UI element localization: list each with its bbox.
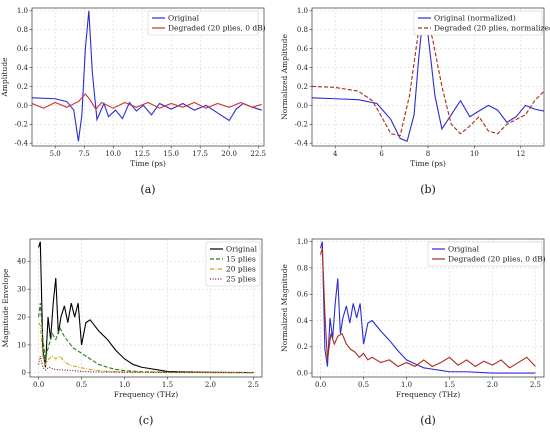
legend-entry: 25 plies	[226, 275, 256, 284]
series-line-2	[312, 12, 544, 137]
y-tick-label: 0.8	[297, 26, 308, 34]
x-axis-label: Frequency (THz)	[396, 390, 460, 399]
y-tick-label: 0.2	[297, 83, 308, 91]
x-tick-label: 1.0	[401, 381, 412, 389]
y-tick-label: 0.0	[17, 102, 28, 110]
y-tick-label: 0.0	[297, 369, 308, 377]
y-tick-label: 0.6	[297, 291, 309, 299]
panel-label: (d)	[420, 414, 436, 427]
y-axis-label: Normalized Magnitude	[280, 264, 289, 352]
x-tick-label: 22.5	[250, 150, 266, 158]
legend-entry: Original	[448, 245, 480, 254]
x-tick-label: 0.0	[33, 381, 44, 389]
panel-label: (c)	[139, 414, 154, 427]
x-tick-label: 15.0	[163, 150, 179, 158]
x-tick-label: 2.5	[530, 381, 541, 389]
panel-label: (a)	[140, 183, 155, 196]
grid	[32, 8, 264, 146]
x-tick-label: 1.5	[162, 381, 173, 389]
x-tick-label: 4	[333, 150, 338, 158]
chart-a: 5.0 7.5 10.0 12.5 15.0 17.5 20.0 22.5 -0.4 -0.2 0.…	[0, 7, 266, 196]
series-line-4	[38, 355, 254, 374]
series-line-2	[38, 303, 254, 374]
y-tick-label: 0.2	[297, 343, 308, 351]
y-tick-label: 0.8	[17, 26, 28, 34]
x-tick-label: 17.5	[192, 150, 208, 158]
y-tick-label: 0.4	[17, 64, 29, 72]
x-axis-label: Frequency (THz)	[114, 390, 178, 399]
y-tick-label: 0.6	[17, 45, 29, 53]
x-tick-label: 1.5	[444, 381, 455, 389]
x-tick-label: 12.5	[134, 150, 150, 158]
legend-entry: Degraded (20 plies, normalized)	[434, 24, 550, 33]
y-tick-label: 30	[17, 286, 26, 294]
chart-d: 0.0 0.5 1.0 1.5 2.0 2.50.00.20.40.60.81.0Freq…	[280, 238, 546, 427]
y-axis-label: Normalized Amplitude	[280, 34, 289, 120]
series-line-2	[320, 248, 536, 369]
x-tick-label: 5.0	[50, 150, 61, 158]
x-tick-label: 7.5	[79, 150, 90, 158]
legend: Original (normalized)Degraded (20 plies,…	[413, 10, 550, 36]
x-axis-label: Time (ps)	[130, 159, 166, 168]
y-tick-label: 20	[17, 313, 26, 321]
x-tick-label: 8	[426, 150, 430, 158]
chart-b: 4 6 8 10 12 -0.4 -0.2 0.0 0.2 0.4 0.6 0.8 1.0 Time (p…	[280, 7, 550, 196]
series-line-1	[312, 12, 544, 143]
y-tick-label: 0.8	[297, 264, 308, 272]
series-line-3	[38, 322, 254, 374]
legend-entry: 20 plies	[226, 265, 256, 274]
y-tick-label: 1.0	[17, 7, 28, 15]
y-tick-label: 1.0	[297, 238, 308, 246]
x-tick-label: 2.5	[248, 381, 259, 389]
y-tick-label: 1.0	[297, 7, 308, 15]
y-tick-label: 40	[17, 258, 26, 266]
y-tick-label: -0.4	[15, 140, 29, 148]
x-tick-label: 20.0	[221, 150, 237, 158]
y-axis-label: Amplitude	[0, 57, 9, 98]
y-tick-label: 0.4	[297, 64, 309, 72]
chart-c: 0.0 0.5 1.0 1.5 2.0 2.5 0 10 20 30 40 Frequency (TH…	[1, 238, 263, 427]
y-tick-label: 0	[22, 369, 26, 377]
plot-frame	[31, 7, 265, 147]
series-line-1	[32, 10, 262, 142]
legend-entry: Degraded (20 plies, 0 dB)	[168, 24, 266, 33]
x-tick-label: 2.0	[205, 381, 216, 389]
legend-entry: Original (normalized)	[434, 14, 516, 23]
y-tick-label: 10	[17, 341, 26, 349]
x-tick-label: 1.0	[119, 381, 130, 389]
y-tick-label: 0.4	[297, 317, 309, 325]
x-tick-label: 0.0	[315, 381, 326, 389]
legend-entry: Original	[226, 245, 258, 254]
x-axis-label: Time (ps)	[410, 159, 446, 168]
series-line-2	[32, 93, 262, 111]
y-axis-label: Magnitude Envelope	[1, 268, 10, 347]
legend-entry: Original	[168, 14, 200, 23]
legend-entry: 15 plies	[226, 255, 256, 264]
plot-frame	[311, 238, 545, 378]
y-tick-label: 0.2	[17, 83, 28, 91]
x-tick-label: 6	[379, 150, 384, 158]
y-tick-label: 0.0	[297, 102, 308, 110]
panel-label: (b)	[420, 183, 436, 196]
x-tick-label: 10.0	[105, 150, 121, 158]
x-tick-label: 12	[516, 150, 525, 158]
plot-frame	[29, 238, 263, 378]
x-tick-label: 2.0	[487, 381, 498, 389]
y-tick-label: -0.2	[295, 121, 309, 129]
y-tick-label: -0.4	[295, 140, 309, 148]
x-tick-label: 0.5	[358, 381, 369, 389]
legend-entry: Degraded (20 plies, 0 dB)	[448, 255, 546, 264]
x-tick-label: 10	[470, 150, 479, 158]
y-tick-label: 0.6	[297, 45, 309, 53]
y-tick-label: -0.2	[15, 121, 29, 129]
x-tick-label: 0.5	[76, 381, 87, 389]
